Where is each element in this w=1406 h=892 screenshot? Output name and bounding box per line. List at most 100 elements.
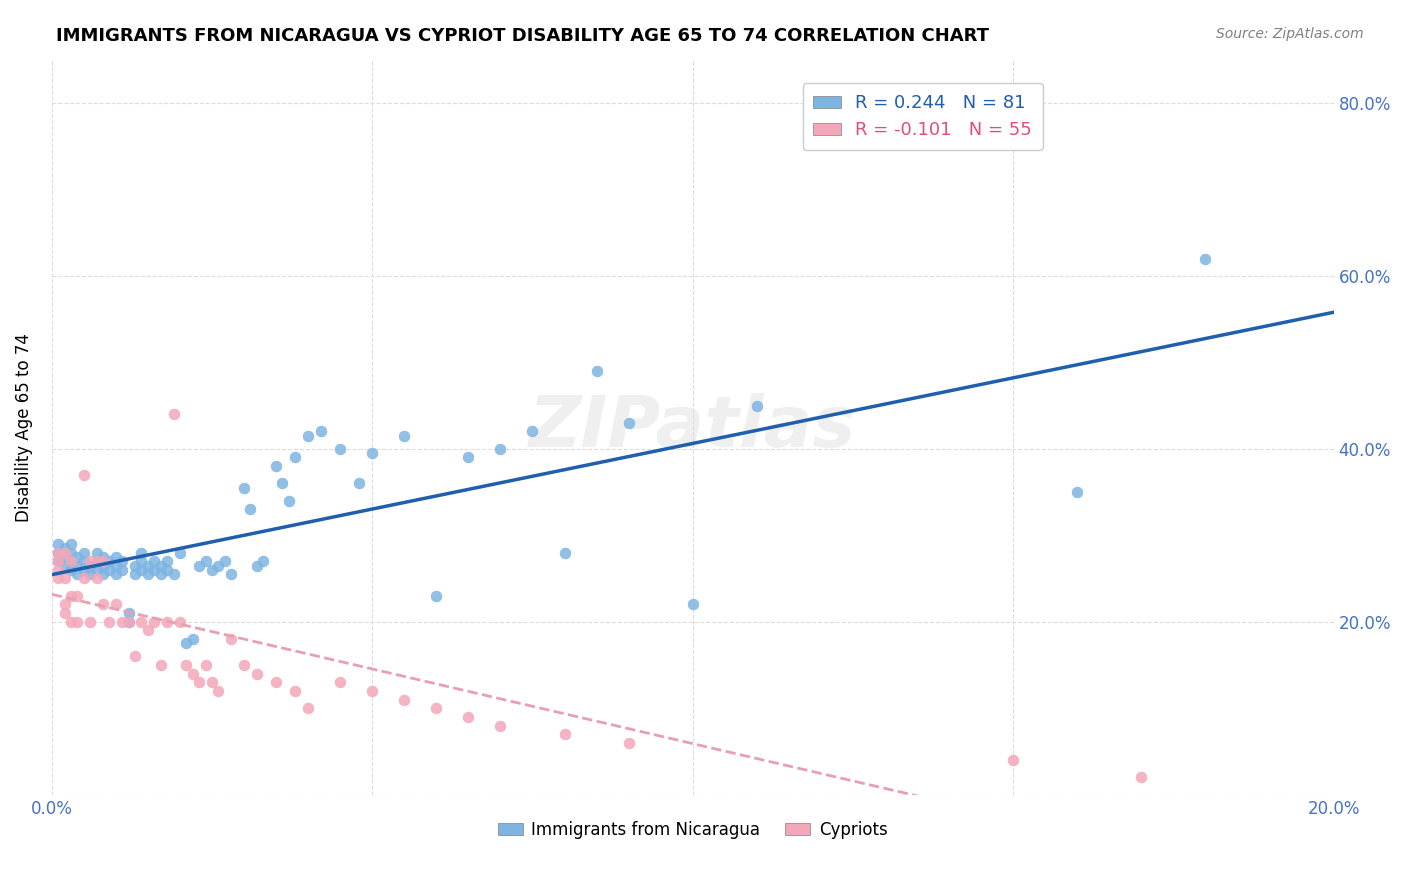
Point <box>131 563 153 577</box>
Point <box>59 615 82 629</box>
Point <box>46 545 69 559</box>
Point <box>79 567 101 582</box>
Point <box>59 589 82 603</box>
Point <box>73 554 96 568</box>
Point <box>264 675 287 690</box>
Point <box>59 563 82 577</box>
Legend: Immigrants from Nicaragua, Cypriots: Immigrants from Nicaragua, Cypriots <box>491 814 894 846</box>
Point <box>79 558 101 573</box>
Point <box>188 675 211 690</box>
Point <box>233 481 256 495</box>
Point <box>194 554 217 568</box>
Point <box>457 710 479 724</box>
Point <box>194 657 217 672</box>
Point <box>169 545 191 559</box>
Point <box>1066 485 1088 500</box>
Point <box>394 692 416 706</box>
Point <box>457 450 479 465</box>
Point <box>118 615 141 629</box>
Point <box>136 558 159 573</box>
Point <box>104 558 127 573</box>
Point <box>489 718 512 732</box>
Point <box>252 554 274 568</box>
Point <box>553 545 575 559</box>
Point <box>169 615 191 629</box>
Point <box>617 416 640 430</box>
Point <box>143 563 166 577</box>
Point <box>239 502 262 516</box>
Point <box>329 442 352 456</box>
Point <box>136 624 159 638</box>
Point <box>1002 753 1025 767</box>
Point <box>46 572 69 586</box>
Point <box>79 615 101 629</box>
Point <box>91 598 114 612</box>
Point <box>297 701 319 715</box>
Point <box>425 701 447 715</box>
Point <box>104 567 127 582</box>
Point <box>46 537 69 551</box>
Point <box>745 399 768 413</box>
Point <box>489 442 512 456</box>
Point <box>73 467 96 482</box>
Point <box>66 549 89 564</box>
Point <box>361 684 384 698</box>
Point <box>111 554 134 568</box>
Point <box>219 632 242 646</box>
Point <box>59 554 82 568</box>
Point <box>104 549 127 564</box>
Point <box>98 563 121 577</box>
Point <box>233 657 256 672</box>
Point <box>149 558 172 573</box>
Point <box>329 675 352 690</box>
Point <box>176 657 198 672</box>
Point <box>143 615 166 629</box>
Point <box>66 558 89 573</box>
Point <box>86 545 108 559</box>
Point <box>46 563 69 577</box>
Point <box>66 567 89 582</box>
Point <box>124 558 146 573</box>
Point <box>66 615 89 629</box>
Point <box>66 589 89 603</box>
Point <box>73 545 96 559</box>
Point <box>131 615 153 629</box>
Point <box>59 545 82 559</box>
Point <box>277 493 299 508</box>
Point <box>59 537 82 551</box>
Point <box>188 558 211 573</box>
Point <box>201 675 224 690</box>
Point <box>156 554 179 568</box>
Point <box>156 563 179 577</box>
Point <box>53 545 76 559</box>
Point <box>98 554 121 568</box>
Point <box>86 572 108 586</box>
Point <box>91 558 114 573</box>
Point <box>1130 771 1153 785</box>
Point <box>91 554 114 568</box>
Point <box>118 615 141 629</box>
Point <box>219 567 242 582</box>
Point <box>86 554 108 568</box>
Point <box>53 549 76 564</box>
Point <box>86 563 108 577</box>
Point <box>522 425 544 439</box>
Text: IMMIGRANTS FROM NICARAGUA VS CYPRIOT DISABILITY AGE 65 TO 74 CORRELATION CHART: IMMIGRANTS FROM NICARAGUA VS CYPRIOT DIS… <box>56 27 990 45</box>
Point <box>425 589 447 603</box>
Point <box>53 598 76 612</box>
Point <box>143 554 166 568</box>
Point <box>309 425 332 439</box>
Point <box>53 572 76 586</box>
Text: Source: ZipAtlas.com: Source: ZipAtlas.com <box>1216 27 1364 41</box>
Point <box>124 567 146 582</box>
Point <box>73 563 96 577</box>
Point <box>284 684 307 698</box>
Point <box>271 476 294 491</box>
Point <box>59 554 82 568</box>
Point <box>91 567 114 582</box>
Point <box>246 666 269 681</box>
Point <box>1194 252 1216 266</box>
Point <box>585 364 607 378</box>
Point <box>136 567 159 582</box>
Point <box>207 558 229 573</box>
